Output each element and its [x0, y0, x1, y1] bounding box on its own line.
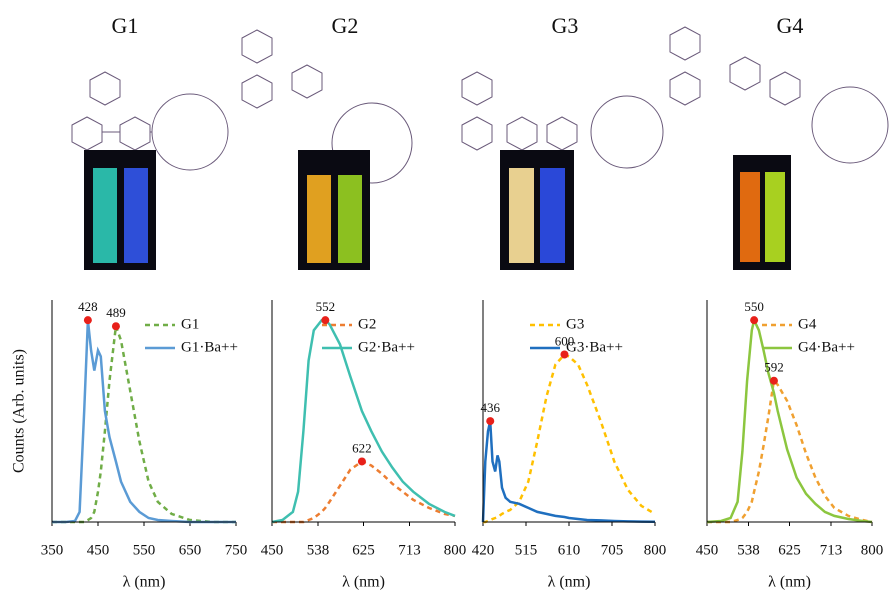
peak-label: 428 — [78, 299, 98, 314]
peak-label: 622 — [352, 440, 372, 455]
x-tick-label: 610 — [558, 542, 581, 558]
x-tick-label: 713 — [820, 542, 843, 558]
x-axis-label: λ (nm) — [768, 574, 811, 591]
vial-photos — [84, 150, 791, 270]
x-tick-label: 625 — [778, 542, 801, 558]
peak-label: 600 — [555, 333, 575, 348]
x-tick-label: 538 — [737, 542, 760, 558]
peak-label: 436 — [480, 400, 500, 415]
legend-label: G2·Ba++ — [358, 339, 415, 355]
peak-marker — [560, 350, 568, 358]
x-tick-label: 713 — [398, 542, 421, 558]
x-tick-label: 450 — [87, 542, 110, 558]
legend-label: G1 — [181, 316, 199, 332]
x-tick-label: 705 — [601, 542, 624, 558]
x-axis-label: λ (nm) — [123, 574, 166, 591]
legend-label: G3·Ba++ — [566, 339, 623, 355]
spectrum-line — [483, 421, 655, 522]
x-tick-label: 750 — [225, 542, 248, 558]
legend-label: G1·Ba++ — [181, 339, 238, 355]
x-tick-label: 515 — [515, 542, 538, 558]
peak-marker — [750, 316, 758, 324]
x-tick-label: 550 — [133, 542, 156, 558]
peak-marker — [321, 316, 329, 324]
peak-marker — [486, 417, 494, 425]
panel-title: G2 — [332, 13, 359, 38]
x-tick-label: 800 — [444, 542, 467, 558]
figure: G1 350 450 550 650 750 λ (nm) Counts (Arb. unit… — [0, 0, 894, 596]
peak-marker — [770, 377, 778, 385]
peak-label: 489 — [106, 305, 126, 320]
peak-marker — [358, 457, 366, 465]
x-tick-label: 350 — [41, 542, 64, 558]
x-tick-label: 450 — [261, 542, 284, 558]
panel-title: G4 — [777, 13, 804, 38]
x-axis-label: λ (nm) — [548, 574, 591, 591]
legend-label: G3 — [566, 316, 584, 332]
peak-label: 552 — [316, 299, 336, 314]
legend-label: G4·Ba++ — [798, 339, 855, 355]
x-tick-label: 450 — [696, 542, 719, 558]
peak-label: 592 — [764, 360, 784, 375]
peak-label: 550 — [744, 299, 764, 314]
x-tick-label: 420 — [472, 542, 495, 558]
x-axis-label: λ (nm) — [342, 574, 385, 591]
spectrum-line — [483, 355, 655, 523]
spectrum-line — [707, 381, 872, 522]
x-tick-label: 538 — [307, 542, 330, 558]
panel-title: G1 — [112, 13, 139, 38]
x-tick-label: 800 — [861, 542, 884, 558]
x-tick-label: 650 — [179, 542, 202, 558]
x-tick-label: 625 — [352, 542, 375, 558]
x-tick-label: 800 — [644, 542, 667, 558]
peak-marker — [112, 322, 120, 330]
panel-title: G3 — [552, 13, 579, 38]
y-axis-label: Counts (Arb. units) — [11, 349, 28, 473]
legend-label: G4 — [798, 316, 817, 332]
peak-marker — [84, 316, 92, 324]
legend-label: G2 — [358, 316, 376, 332]
